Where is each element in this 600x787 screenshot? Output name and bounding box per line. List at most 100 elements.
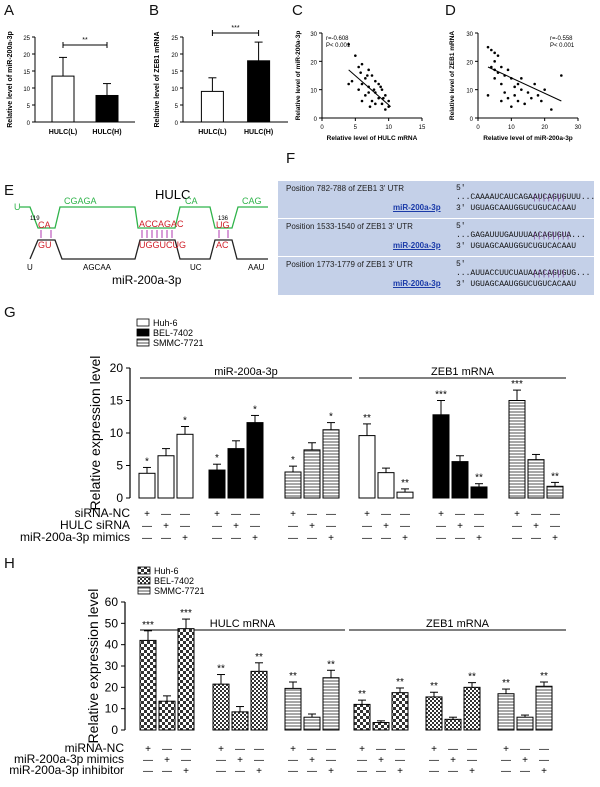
y-tick-label: 0 — [116, 491, 123, 505]
alignment-position: Position 782-788 of ZEB1 3' UTR — [286, 184, 405, 193]
alignment-position: Position 1533-1540 of ZEB1 3' UTR — [286, 222, 413, 231]
x-tick-label: 0 — [476, 125, 480, 131]
condition-sign: — — [501, 766, 511, 777]
condition-sign: — — [550, 509, 560, 520]
condition-sign: — — [181, 744, 191, 755]
sig-marker: ** — [468, 672, 476, 683]
y-axis-label: Relative level of ZEB1 mRNA — [154, 31, 161, 127]
alignment-mir-link[interactable]: miR-200a-3p — [393, 279, 441, 288]
condition-sign: — — [326, 509, 336, 520]
scatter-point — [503, 91, 506, 94]
legend-label: Huh-6 — [153, 318, 178, 328]
condition-sign: + — [233, 521, 239, 532]
group-label: miR-200a-3p — [214, 366, 278, 378]
bar — [250, 670, 268, 731]
condition-sign: — — [250, 521, 260, 532]
bar — [95, 94, 119, 123]
condition-sign: — — [474, 509, 484, 520]
pair-bottom-1: GU — [38, 240, 52, 250]
condition-sign: — — [501, 755, 511, 766]
bar — [372, 722, 390, 731]
bar — [425, 696, 443, 731]
panel-label-d: D — [445, 2, 456, 19]
sig-marker: * — [253, 404, 257, 415]
scatter-point — [368, 105, 372, 108]
scatter-point — [367, 68, 370, 72]
alignment-mir-link[interactable]: miR-200a-3p — [393, 203, 441, 212]
condition-sign: + — [214, 509, 220, 520]
legend-swatch — [137, 576, 151, 585]
condition-sign: — — [216, 755, 226, 766]
condition-sign: — — [436, 521, 446, 532]
condition-sign: — — [395, 755, 405, 766]
legend-label: BEL-7402 — [154, 576, 194, 586]
bar — [463, 686, 481, 731]
sig-marker: ** — [430, 681, 438, 692]
condition-sign: — — [429, 766, 439, 777]
bar — [396, 491, 414, 499]
sig-marker: ** — [327, 659, 335, 670]
bar — [177, 628, 195, 731]
condition-sign: — — [539, 755, 549, 766]
condition-sign: + — [533, 521, 539, 532]
sig-marker: *** — [435, 390, 447, 401]
scatter-point — [382, 96, 385, 100]
scatter-point — [530, 96, 533, 100]
condition-label: miR-200a-3p mimics — [14, 752, 124, 766]
scatter-point — [490, 48, 493, 52]
condition-sign: + — [383, 521, 389, 532]
x-axis-label: Relative level of miR-200a-3p — [483, 135, 573, 142]
y-axis-label: Relative level of miR-200a-3p — [7, 31, 14, 128]
sig-marker: * — [329, 412, 333, 423]
condition-sign: — — [307, 509, 317, 520]
bar — [303, 716, 321, 731]
mir-seq-loop1: AGCAA — [83, 263, 112, 272]
condition-sign: + — [164, 755, 170, 766]
condition-sign: + — [290, 744, 296, 755]
alignment-mir-seq: 3' UGUAGCAAUGGUCUGUCACAAU — [456, 204, 577, 213]
bar — [303, 449, 321, 499]
y-tick-label: 30 — [310, 32, 317, 38]
scatter-point — [493, 77, 496, 80]
condition-sign: + — [309, 755, 315, 766]
group-label: HULC mRNA — [210, 618, 276, 630]
panel-f-alignment: Position 782-788 of ZEB1 3' UTR 5' ...CA… — [278, 181, 595, 295]
scatter-point — [506, 68, 510, 72]
scatter-point — [543, 88, 546, 91]
alignment-bars: ||||||| — [532, 270, 566, 279]
alignment-mir-link[interactable]: miR-200a-3p — [393, 241, 441, 250]
scatter-point — [366, 74, 369, 77]
condition-sign: — — [326, 521, 336, 532]
mir-title: miR-200a-3p — [112, 273, 182, 287]
scatter-point — [500, 99, 503, 103]
scatter-point — [350, 79, 354, 83]
alignment-divider — [278, 218, 594, 219]
scatter-point — [347, 82, 350, 86]
scatter-point — [364, 94, 367, 97]
y-tick-label: 20 — [310, 60, 317, 66]
scatter-point — [500, 65, 503, 69]
condition-sign: + — [328, 533, 334, 544]
alignment-bars: ||||||| — [532, 194, 566, 203]
scatter-point — [486, 45, 490, 49]
pair-top-3: UG — [216, 220, 230, 230]
scatter-point — [520, 88, 523, 91]
condition-sign: — — [474, 521, 484, 532]
condition-label: siRNA-NC — [75, 506, 131, 520]
condition-sign: — — [512, 521, 522, 532]
legend-swatch — [137, 566, 151, 575]
condition-sign: — — [250, 509, 260, 520]
condition-sign: — — [235, 766, 245, 777]
y-tick-label: 5 — [175, 104, 179, 110]
y-tick-label: 20 — [105, 680, 119, 694]
sig-marker: ** — [363, 413, 371, 424]
scatter-point — [540, 99, 543, 103]
y-tick-label: 20 — [110, 361, 124, 375]
scatter-point — [364, 77, 367, 80]
bar — [516, 716, 534, 731]
bar — [247, 60, 271, 123]
y-axis-label: Relative expression level — [87, 356, 103, 511]
alignment-row: Position 1533-1540 of ZEB1 3' UTR 5' ...… — [278, 219, 594, 257]
